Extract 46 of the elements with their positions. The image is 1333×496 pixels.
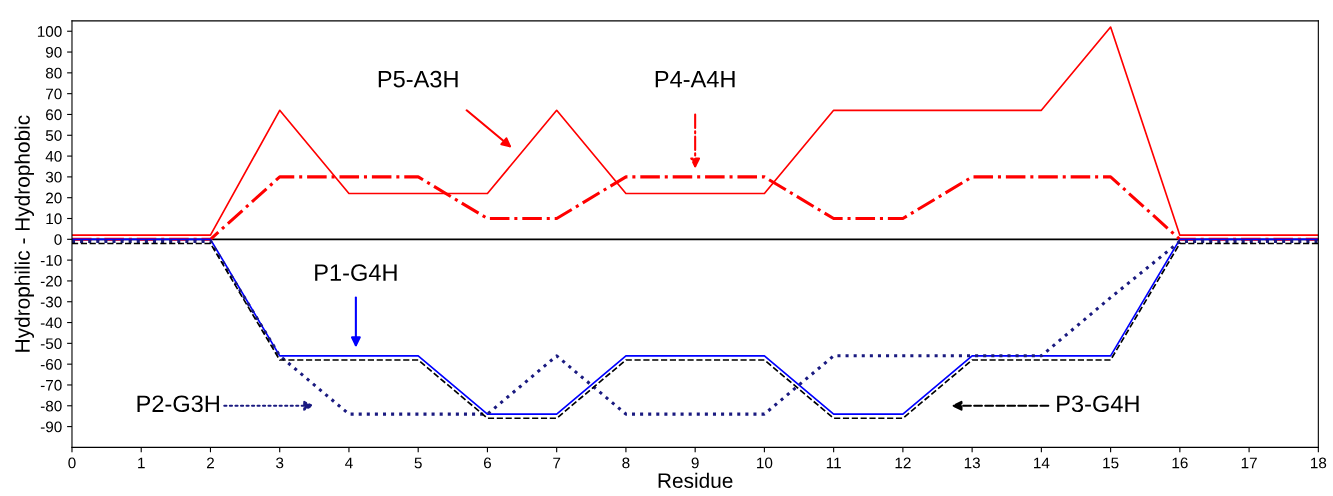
x-tick-label: 13 (964, 457, 980, 469)
annotation: P5-A3H (378, 70, 458, 88)
x-tick-label: 16 (1172, 457, 1188, 469)
x-tick-label: 3 (276, 457, 284, 469)
y-tick-label: 80 (45, 67, 62, 79)
y-tick-label: 30 (45, 171, 62, 183)
y-tick-label: -60 (40, 359, 62, 370)
y-tick-label: -90 (40, 421, 62, 433)
y-tick-label: 60 (46, 109, 62, 121)
y-tick-label: 20 (46, 192, 62, 204)
x-tick-label: 12 (895, 457, 911, 469)
y-tick-label: 90 (45, 46, 62, 58)
x-tick-label: 8 (622, 457, 630, 469)
x-tick-label: 10 (757, 457, 773, 469)
annotation: P4-A4H (655, 71, 735, 88)
y-tick-label: 70 (46, 88, 62, 100)
x-tick-label: 9 (691, 457, 699, 469)
x-tick-label: 11 (826, 457, 841, 469)
x-axis-title: Residue (658, 472, 733, 489)
y-tick-label: 0 (54, 234, 62, 245)
x-tick-label: 2 (206, 457, 214, 469)
y-tick-label: 40 (45, 150, 62, 162)
annotation: P2-G3H (137, 395, 219, 413)
y-tick-label: -40 (40, 317, 62, 329)
annotation: P3-G4H (1057, 395, 1139, 413)
x-tick-label: 14 (1034, 457, 1050, 469)
y-tick-label: 50 (45, 130, 62, 141)
y-tick-label: 10 (46, 213, 62, 225)
x-tick-label: 1 (138, 457, 145, 469)
y-tick-label: -70 (40, 379, 62, 391)
annotation: P1-G4H (315, 264, 397, 282)
y-tick-label: -30 (40, 296, 62, 308)
x-tick-label: 15 (1103, 457, 1119, 469)
x-tick-label: 18 (1311, 457, 1327, 469)
x-tick-label: 6 (483, 457, 492, 469)
y-axis-title: Hydrophilic - Hydrophobic (14, 115, 34, 352)
x-tick-label: 17 (1241, 457, 1257, 469)
x-tick-label: 5 (414, 457, 422, 469)
x-tick-label: 4 (345, 457, 353, 469)
y-tick-label: 100 (37, 26, 62, 37)
y-tick-label: -10 (40, 254, 62, 266)
y-tick-label: -80 (40, 400, 62, 412)
x-tick-label: 0 (68, 457, 76, 469)
x-tick-label: 7 (553, 457, 561, 469)
y-tick-label: -50 (40, 338, 62, 350)
y-tick-label: -20 (40, 275, 62, 287)
